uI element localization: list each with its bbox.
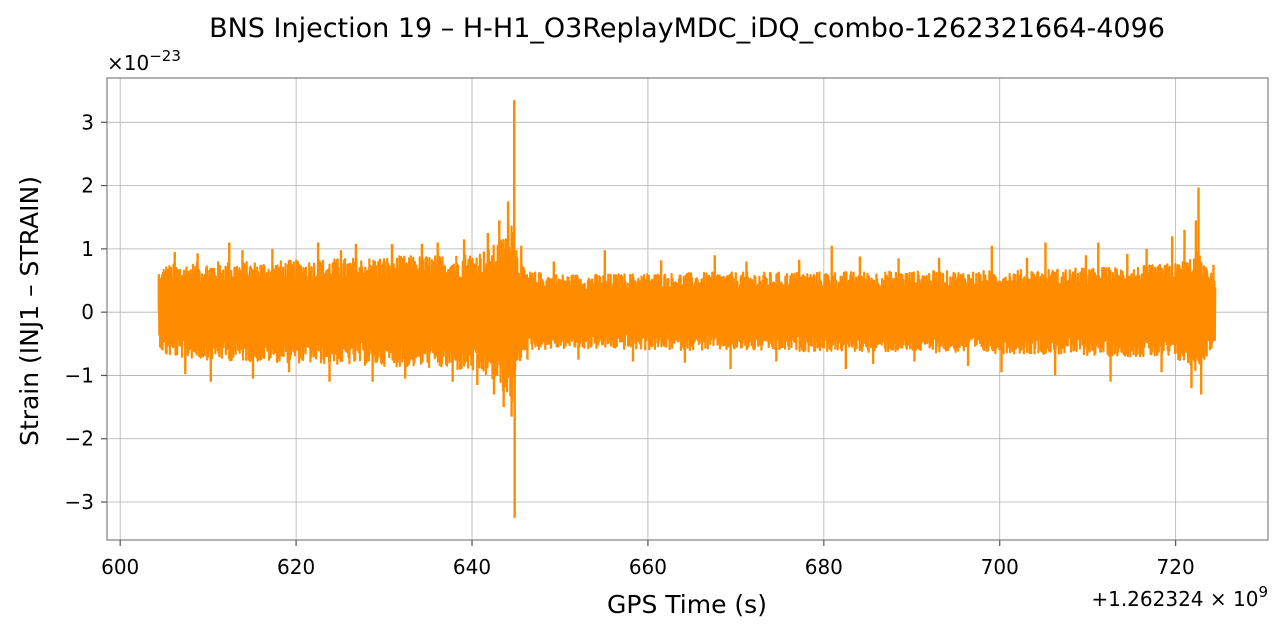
axes-frame	[106, 77, 1269, 541]
x-tick-label: 720	[1157, 555, 1195, 579]
y-axis-ticks: −3 −2 −1 0 1 2 3	[65, 110, 107, 514]
chart-title: BNS Injection 19 – H-H1_O3ReplayMDC_iDQ_…	[209, 13, 1165, 44]
plot-area	[157, 100, 1217, 518]
y-scale-multiplier: ×10−23	[107, 47, 181, 75]
x-offset-label: +1.262324 × 109	[1091, 583, 1268, 611]
x-axis-label: GPS Time (s)	[607, 590, 767, 619]
x-tick-label: 640	[453, 555, 491, 579]
y-tick-label: 0	[81, 300, 94, 324]
x-offset-label-base: +1.262324 × 10	[1091, 587, 1258, 611]
x-tick-label: 620	[277, 555, 315, 579]
y-tick-label: 1	[81, 237, 94, 261]
y-scale-multiplier-base: ×10	[107, 51, 149, 75]
y-axis-label: Strain (INJ1 – STRAIN)	[15, 176, 44, 446]
y-tick-label: 3	[81, 110, 94, 134]
y-tick-label: −2	[65, 427, 94, 451]
x-tick-label: 600	[101, 555, 139, 579]
x-tick-label: 700	[981, 555, 1019, 579]
y-tick-label: 2	[81, 174, 94, 198]
x-offset-label-exponent: 9	[1258, 583, 1268, 601]
y-tick-label: −1	[65, 363, 94, 387]
y-scale-multiplier-exponent: −23	[149, 47, 181, 65]
x-tick-label: 660	[629, 555, 667, 579]
y-tick-label: −3	[65, 490, 94, 514]
x-axis-ticks: 600 620 640 660 680 700 720	[101, 540, 1195, 579]
x-tick-label: 680	[805, 555, 843, 579]
strain-series-line	[157, 222, 1217, 403]
